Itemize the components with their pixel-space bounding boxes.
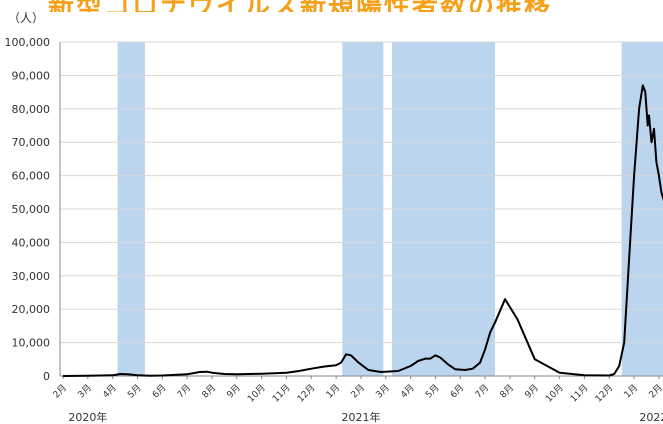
y-tick-label: 40,000 bbox=[12, 236, 51, 249]
y-tick-label: 30,000 bbox=[12, 270, 51, 283]
y-tick-label: 0 bbox=[43, 370, 50, 383]
y-tick-label: 70,000 bbox=[12, 136, 51, 149]
y-tick-label: 90,000 bbox=[12, 69, 51, 82]
x-tick-label: 12月 bbox=[295, 382, 317, 404]
x-tick-label: 4月 bbox=[399, 382, 417, 400]
y-tick-label: 50,000 bbox=[12, 203, 51, 216]
year-label: 2022年 bbox=[639, 410, 663, 424]
x-tick-label: 3月 bbox=[76, 382, 94, 400]
x-tick-label: 2月 bbox=[349, 382, 367, 400]
x-tick-label: 1月 bbox=[324, 382, 342, 400]
x-tick-label: 6月 bbox=[448, 382, 466, 400]
x-tick-label: 7月 bbox=[473, 382, 491, 400]
x-tick-label: 9月 bbox=[225, 382, 243, 400]
year-label: 2020年 bbox=[68, 410, 107, 424]
x-tick-label: 5月 bbox=[125, 382, 143, 400]
x-tick-label: 11月 bbox=[568, 382, 590, 404]
x-tick-label: 8月 bbox=[498, 382, 516, 400]
year-label: 2021年 bbox=[341, 410, 380, 424]
series-line-1 bbox=[62, 84, 663, 377]
y-tick-label: 100,000 bbox=[5, 36, 51, 49]
y-axis-unit-label: （人） bbox=[8, 11, 44, 25]
y-tick-label: 10,000 bbox=[12, 337, 51, 350]
x-tick-label: 12月 bbox=[593, 382, 615, 404]
x-tick-label: 2月 bbox=[51, 382, 69, 400]
x-tick-label: 11月 bbox=[270, 382, 292, 404]
x-tick-label: 1月 bbox=[622, 382, 640, 400]
x-tick-label: 6月 bbox=[150, 382, 168, 400]
y-tick-label: 20,000 bbox=[12, 303, 51, 316]
x-tick-label: 10月 bbox=[246, 382, 268, 404]
x-tick-label: 3月 bbox=[374, 382, 392, 400]
chart-title: 新型コロナウイルス新規陽性者数の推移 bbox=[48, 0, 552, 12]
x-tick-label: 9月 bbox=[523, 382, 541, 400]
chart-title-banner: 新型コロナウイルス新規陽性者数の推移 bbox=[0, 0, 663, 12]
x-tick-label: 10月 bbox=[543, 382, 565, 404]
x-tick-label: 8月 bbox=[200, 382, 218, 400]
x-tick-label: 7月 bbox=[175, 382, 193, 400]
x-tick-label: 5月 bbox=[423, 382, 441, 400]
x-tick-label: 2月 bbox=[647, 382, 663, 400]
x-tick-label: 4月 bbox=[101, 382, 119, 400]
y-tick-label: 80,000 bbox=[12, 103, 51, 116]
y-tick-label: 60,000 bbox=[12, 170, 51, 183]
